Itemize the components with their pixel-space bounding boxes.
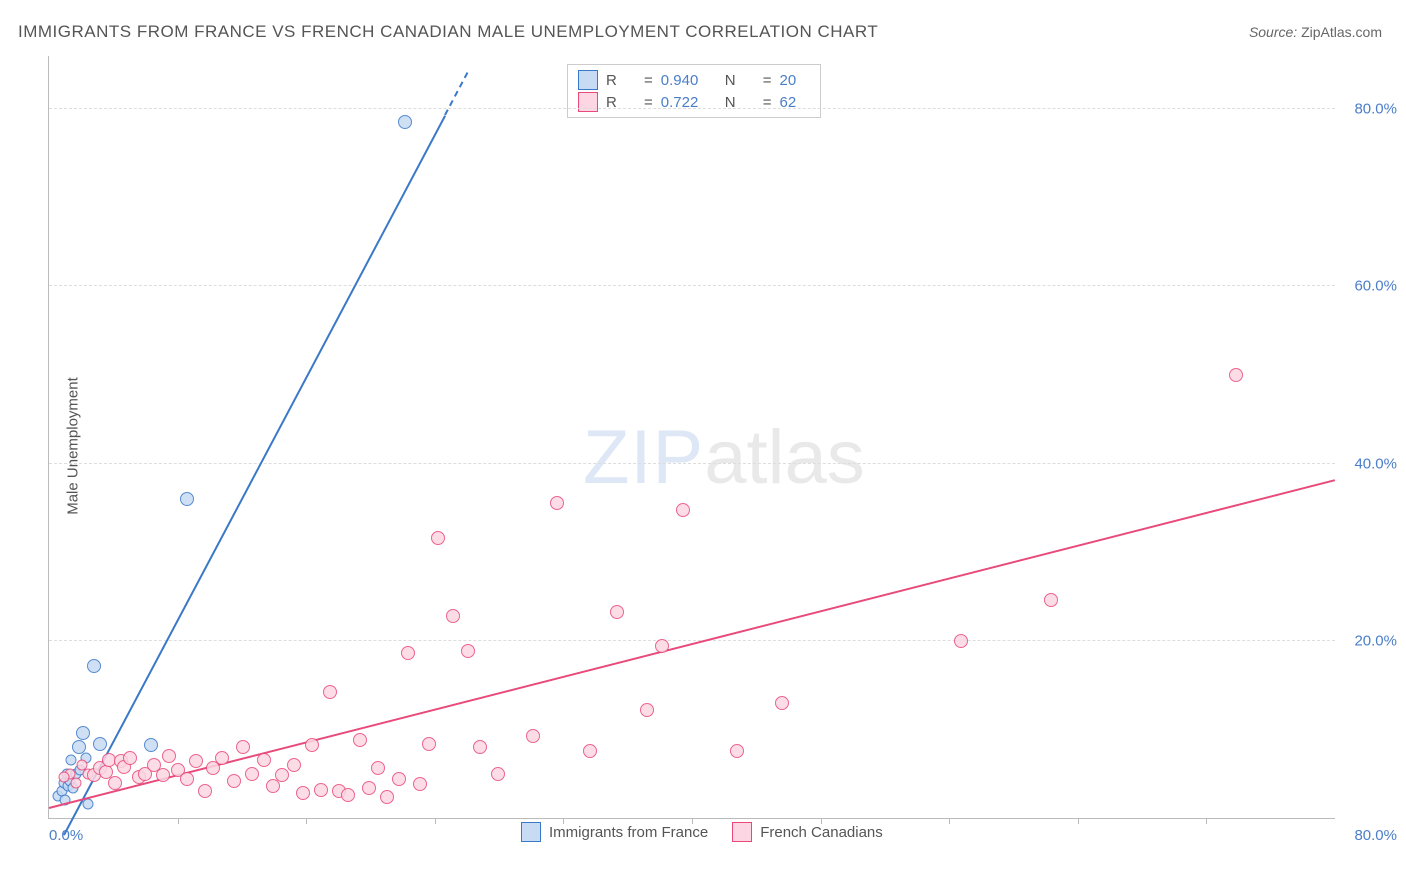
y-tick-label: 80.0% <box>1343 101 1397 118</box>
scatter-point <box>123 751 137 765</box>
watermark-part2: atlas <box>704 415 865 500</box>
scatter-point <box>422 737 436 751</box>
scatter-point <box>215 751 229 765</box>
legend-eq: = <box>763 72 772 89</box>
scatter-point <box>296 786 310 800</box>
scatter-point <box>156 768 170 782</box>
x-tick-mark <box>563 818 564 824</box>
x-tick-mark <box>435 818 436 824</box>
scatter-point <box>392 772 406 786</box>
scatter-point <box>640 703 654 717</box>
scatter-point <box>58 772 69 783</box>
scatter-point <box>473 740 487 754</box>
x-tick-mark <box>949 818 950 824</box>
scatter-point <box>257 753 271 767</box>
legend-swatch <box>732 822 752 842</box>
scatter-point <box>66 754 77 765</box>
trend-line <box>49 479 1335 809</box>
scatter-point <box>398 115 412 129</box>
y-tick-label: 60.0% <box>1343 278 1397 295</box>
plot-area: ZIPatlas R=0.940N=20R=0.722N=62 Immigran… <box>48 56 1335 819</box>
source-label: Source: <box>1249 24 1301 40</box>
scatter-point <box>583 744 597 758</box>
scatter-point <box>655 639 669 653</box>
chart-title: IMMIGRANTS FROM FRANCE VS FRENCH CANADIA… <box>18 22 878 42</box>
y-tick-label: 40.0% <box>1343 455 1397 472</box>
scatter-point <box>362 781 376 795</box>
scatter-point <box>144 738 158 752</box>
scatter-point <box>380 790 394 804</box>
scatter-point <box>227 774 241 788</box>
gridline-h <box>49 463 1335 464</box>
correlation-legend: R = 0.940 N = 20 R=0.722N=62 <box>567 64 821 118</box>
scatter-point <box>87 659 101 673</box>
gridline-h <box>49 108 1335 109</box>
scatter-point <box>954 634 968 648</box>
scatter-point <box>1229 368 1243 382</box>
x-tick-label-max: 80.0% <box>1343 827 1397 844</box>
x-tick-mark <box>178 818 179 824</box>
watermark: ZIPatlas <box>583 414 865 501</box>
legend-row: R=0.722N=62 <box>578 91 810 113</box>
legend-n-label: N <box>725 72 755 89</box>
scatter-point <box>401 646 415 660</box>
scatter-point <box>550 496 564 510</box>
legend-eq: = <box>644 72 653 89</box>
scatter-point <box>108 776 122 790</box>
scatter-point <box>1044 593 1058 607</box>
legend-row: R = 0.940 N = 20 <box>578 69 810 91</box>
scatter-point <box>93 737 107 751</box>
x-tick-mark <box>306 818 307 824</box>
watermark-part1: ZIP <box>583 415 704 500</box>
legend-item: French Canadians <box>732 822 883 842</box>
scatter-point <box>730 744 744 758</box>
legend-swatch <box>521 822 541 842</box>
series-legend: Immigrants from France French Canadians <box>521 822 883 842</box>
x-tick-mark <box>1206 818 1207 824</box>
scatter-point <box>526 729 540 743</box>
source-value: ZipAtlas.com <box>1301 24 1382 40</box>
scatter-point <box>775 696 789 710</box>
legend-r-value: 0.940 <box>661 72 717 89</box>
trend-line <box>63 115 446 836</box>
scatter-point <box>353 733 367 747</box>
gridline-h <box>49 285 1335 286</box>
scatter-point <box>275 768 289 782</box>
scatter-point <box>198 784 212 798</box>
scatter-point <box>371 761 385 775</box>
scatter-point <box>180 492 194 506</box>
scatter-point <box>70 777 81 788</box>
scatter-point <box>287 758 301 772</box>
source-attribution: Source: ZipAtlas.com <box>1249 24 1382 40</box>
scatter-point <box>162 749 176 763</box>
gridline-h <box>49 640 1335 641</box>
legend-series-name: French Canadians <box>760 824 883 841</box>
legend-series-name: Immigrants from France <box>549 824 708 841</box>
scatter-point <box>323 685 337 699</box>
scatter-point <box>491 767 505 781</box>
scatter-point <box>341 788 355 802</box>
legend-r-label: R <box>606 72 636 89</box>
legend-swatch <box>578 70 598 90</box>
legend-item: Immigrants from France <box>521 822 708 842</box>
x-tick-mark <box>692 818 693 824</box>
scatter-point <box>236 740 250 754</box>
scatter-point <box>461 644 475 658</box>
scatter-point <box>305 738 319 752</box>
scatter-point <box>189 754 203 768</box>
scatter-point <box>76 726 90 740</box>
legend-n-value: 20 <box>780 72 810 89</box>
scatter-point <box>676 503 690 517</box>
scatter-point <box>610 605 624 619</box>
x-tick-mark <box>1078 818 1079 824</box>
y-tick-label: 20.0% <box>1343 632 1397 649</box>
scatter-point <box>446 609 460 623</box>
scatter-point <box>314 783 328 797</box>
scatter-point <box>431 531 445 545</box>
scatter-point <box>245 767 259 781</box>
scatter-point <box>413 777 427 791</box>
x-tick-mark <box>821 818 822 824</box>
scatter-point <box>180 772 194 786</box>
